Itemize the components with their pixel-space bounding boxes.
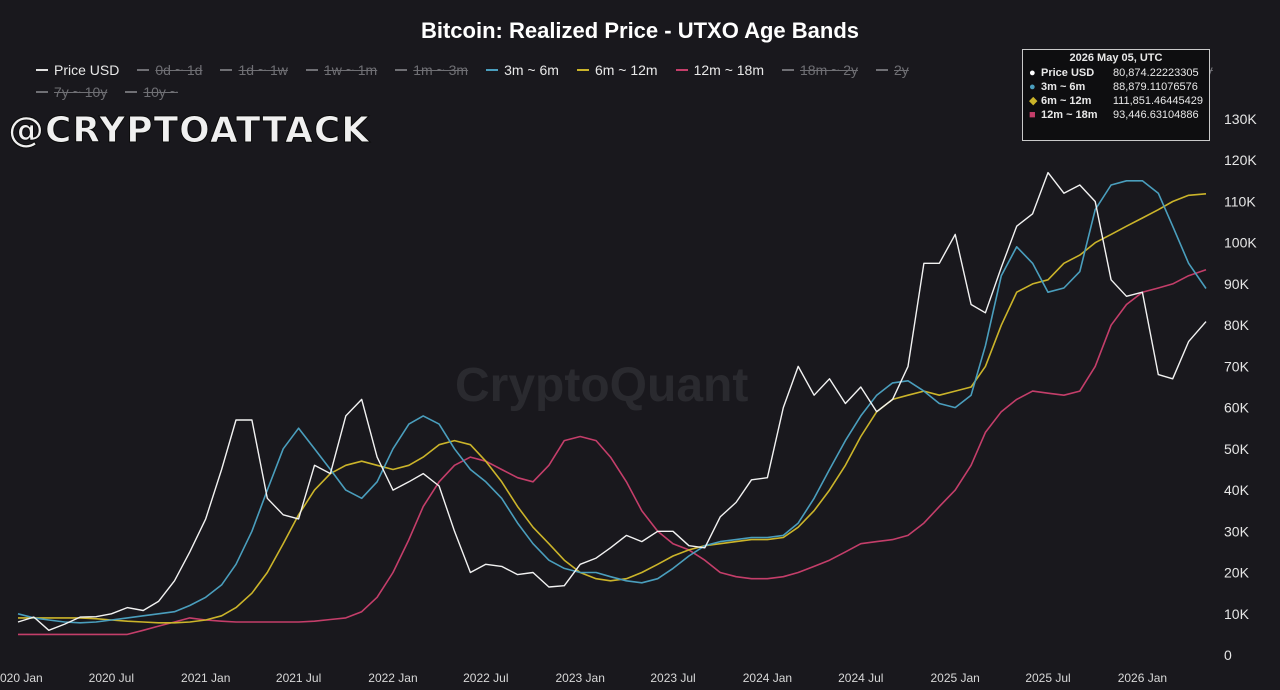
y-tick-label: 100K (1224, 235, 1257, 251)
x-tick-label: 2024 Jan (743, 671, 792, 685)
x-axis: 2020 Jan 2020 Jul 2021 Jan 2021 Jul 2022 Jan… (0, 671, 1167, 685)
legend-item[interactable]: 2y (876, 62, 909, 78)
legend-row: 7y ~ 10y 10y ~ (36, 84, 196, 100)
tooltip-row: ● 3m ~ 6m 88,879.11076576 (1029, 80, 1203, 94)
series-line-price-usd (17, 171, 1207, 631)
legend-label: 0d ~ 1d (155, 62, 203, 78)
legend-swatch (782, 69, 795, 71)
legend-label: 7y ~ 10y (54, 84, 108, 100)
x-tick-label: 2021 Jul (276, 671, 321, 685)
series-layer (17, 171, 1207, 636)
cryptoquant-watermark: CryptoQuant (455, 359, 749, 412)
tooltip-value: 93,446.63104886 (1113, 109, 1199, 121)
x-tick-label: 2021 Jan (181, 671, 230, 685)
legend-label: 10y ~ (143, 84, 178, 100)
legend-swatch (395, 69, 408, 71)
legend-row: Price USD 0d ~ 1d 1d ~ 1w 1w ~ 1m 1m ~ 3m 3m … (36, 62, 1213, 78)
legend-item[interactable]: 1m ~ 3m (395, 62, 468, 78)
legend-item[interactable]: 7y ~ 10y (36, 84, 107, 100)
y-tick-label: 20K (1224, 565, 1250, 581)
x-tick-label: 2023 Jul (650, 671, 695, 685)
legend-swatch (36, 69, 48, 71)
tooltip-series-name: 6m ~ 12m (1040, 95, 1092, 107)
legend-item[interactable]: 1d ~ 1w (220, 62, 288, 78)
legend-label: Price USD (54, 62, 120, 78)
legend-label: 1w ~ 1m (323, 62, 378, 78)
tooltip-row: ◆ 6m ~ 12m 111,851.46445429 (1029, 94, 1203, 108)
legend-label: 1d ~ 1w (238, 62, 288, 78)
legend-item[interactable]: 0d ~ 1d (137, 62, 202, 78)
tooltip-row: ● Price USD 80,874.22223305 (1029, 66, 1203, 80)
chart-title: Bitcoin: Realized Price - UTXO Age Bands (420, 18, 860, 43)
y-axis: 0 10K 20K 30K 40K 50K 60K 70K 80K 90K 100K 110K 120K… (1224, 111, 1257, 663)
legend-swatch (675, 69, 688, 71)
legend-swatch (486, 69, 499, 71)
x-tick-label: 2020 Jan (0, 671, 43, 685)
hover-tooltip: 2026 May 05, UTC ● Price USD 80,874.222233… (1022, 49, 1210, 141)
legend-swatch (125, 91, 138, 93)
series-line-12m-18m (18, 268, 1207, 636)
legend-swatch (36, 91, 48, 93)
tooltip-marker: ● (1029, 81, 1036, 93)
y-tick-label: 10K (1224, 606, 1250, 622)
author-watermark: @CRYPTOATTACK (7, 110, 371, 152)
legend-item[interactable]: 18m ~ 2y (782, 62, 858, 78)
y-tick-label: 60K (1224, 400, 1250, 416)
tooltip-date: 2026 May 05, UTC (1069, 52, 1163, 64)
tooltip-marker: ■ (1029, 109, 1036, 121)
legend-swatch (137, 69, 150, 71)
x-tick-label: 2023 Jan (556, 671, 605, 685)
y-tick-label: 50K (1224, 441, 1250, 457)
tooltip-rows: ● Price USD 80,874.22223305 ● 3m ~ 6m 88,879.… (1029, 66, 1203, 122)
legend-swatch (305, 69, 318, 71)
legend-label: 1m ~ 3m (413, 62, 469, 78)
tooltip-value: 88,879.11076576 (1113, 81, 1198, 93)
y-tick-label: 90K (1224, 276, 1250, 292)
tooltip-marker: ◆ (1029, 95, 1038, 107)
tooltip-series-name: 12m ~ 18m (1041, 109, 1098, 121)
tooltip-marker: ● (1029, 67, 1036, 79)
x-tick-label: 2025 Jul (1025, 671, 1070, 685)
y-tick-label: 120K (1224, 152, 1257, 168)
legend-item[interactable]: 3m ~ 6m (486, 62, 559, 78)
x-tick-label: 2025 Jan (930, 671, 979, 685)
legend-item[interactable]: 6m ~ 12m (576, 62, 658, 78)
legend-item[interactable]: Price USD (36, 62, 119, 78)
x-tick-label: 2020 Jul (89, 671, 134, 685)
y-tick-label: 40K (1224, 482, 1250, 498)
y-tick-label: 80K (1224, 317, 1250, 333)
series-line-3m-6m (17, 180, 1207, 624)
x-tick-label: 2022 Jul (463, 671, 508, 685)
y-tick-label: 0 (1224, 647, 1232, 663)
tooltip-series-name: Price USD (1041, 67, 1095, 79)
x-tick-label: 2022 Jan (368, 671, 417, 685)
tooltip-value: 111,851.46445429 (1112, 95, 1203, 107)
legend-item[interactable]: 12m ~ 18m (675, 62, 765, 78)
legend-swatch (220, 69, 233, 71)
y-tick-label: 70K (1224, 358, 1250, 374)
y-tick-label: 30K (1224, 523, 1250, 539)
legend-label: 6m ~ 12m (594, 62, 658, 78)
legend-label: 2y (894, 62, 909, 78)
x-tick-label: 2024 Jul (838, 671, 883, 685)
y-tick-label: 130K (1224, 111, 1257, 127)
x-tick-label: 2026 Jan (1118, 671, 1167, 685)
legend-swatch (576, 69, 589, 71)
legend-label: 3m ~ 6m (504, 62, 559, 78)
legend-label: 18m ~ 2y (800, 62, 858, 78)
legend-swatch (876, 69, 888, 71)
legend-item[interactable]: 1w ~ 1m (305, 62, 378, 78)
tooltip-series-name: 3m ~ 6m (1041, 81, 1086, 93)
legend-label: 12m ~ 18m (693, 62, 765, 78)
y-tick-label: 110K (1224, 193, 1256, 209)
series-line-6m-12m (18, 193, 1207, 624)
tooltip-value: 80,874.22223305 (1113, 67, 1199, 79)
legend-item[interactable]: 10y ~ (125, 84, 178, 100)
tooltip-row: ■ 12m ~ 18m 93,446.63104886 (1029, 108, 1203, 122)
